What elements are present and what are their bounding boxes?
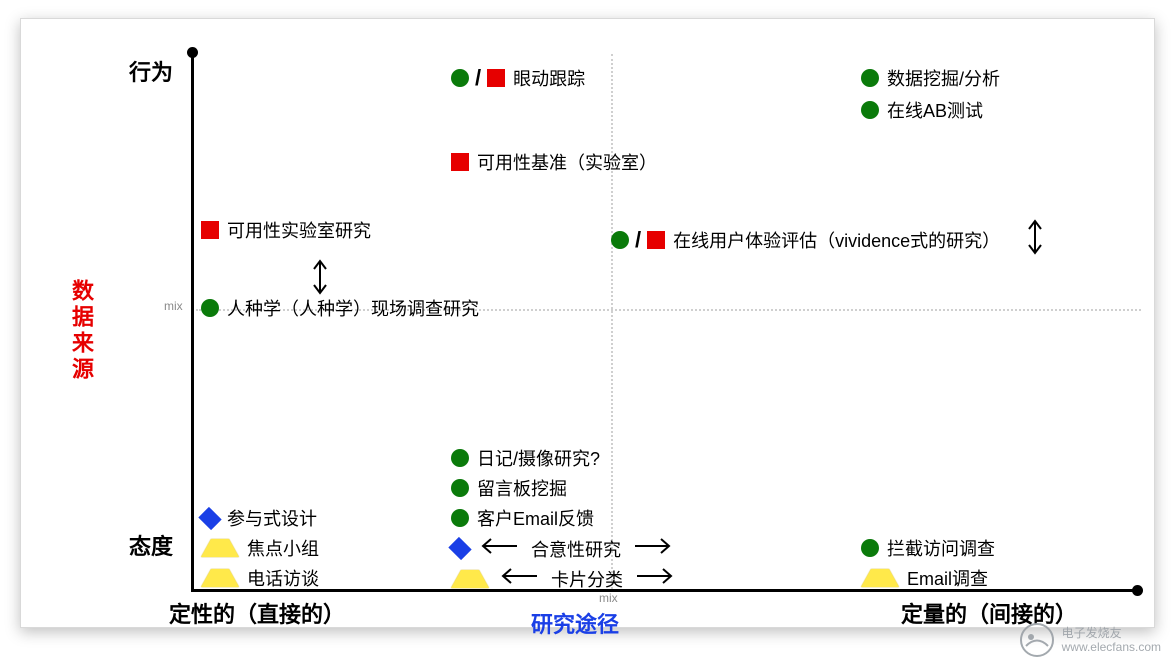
marker-circle-icon bbox=[861, 101, 879, 119]
marker-triangle-icon bbox=[201, 539, 239, 557]
watermark-icon bbox=[1020, 623, 1054, 657]
marker-square-icon bbox=[647, 231, 665, 249]
diagram-card: mix mix 行为 态度 数据来源 定性的（直接的） 研究途径 定量的（间接的… bbox=[20, 18, 1155, 628]
method-label: 在线用户体验评估（vividence式的研究） bbox=[673, 227, 1000, 253]
marker-diamond-icon bbox=[198, 506, 221, 529]
arrow-right-icon bbox=[629, 535, 675, 562]
axis-y-bottom-label: 态度 bbox=[129, 529, 173, 561]
method-data-mining: 数据挖掘/分析 bbox=[861, 65, 1000, 91]
method-label: 数据挖掘/分析 bbox=[887, 65, 1000, 91]
watermark-brand: 电子发烧友 bbox=[1062, 626, 1161, 640]
marker-slash: / bbox=[475, 69, 481, 87]
arrow-left-icon bbox=[477, 535, 523, 562]
marker-circle-icon bbox=[611, 231, 629, 249]
method-label: 拦截访问调查 bbox=[887, 535, 995, 561]
method-label: 眼动跟踪 bbox=[513, 65, 585, 91]
method-label: 日记/摄像研究? bbox=[477, 445, 600, 471]
method-label: 在线AB测试 bbox=[887, 97, 983, 123]
method-ethnography: 人种学（人种学）现场调查研究 bbox=[201, 295, 479, 321]
axis-y-title: 数据来源 bbox=[65, 279, 97, 383]
mix-label-y: mix bbox=[164, 299, 183, 313]
method-intercept: 拦截访问调查 bbox=[861, 535, 995, 561]
marker-diamond-icon bbox=[448, 537, 471, 560]
method-diary-cam: 日记/摄像研究? bbox=[451, 445, 600, 471]
method-label: 可用性实验室研究 bbox=[227, 217, 371, 243]
method-participatory: 参与式设计 bbox=[201, 505, 317, 531]
marker-circle-icon bbox=[201, 299, 219, 317]
method-ab-test: 在线AB测试 bbox=[861, 97, 983, 123]
method-eye-tracking: / 眼动跟踪 bbox=[451, 65, 585, 91]
watermark: 电子发烧友 www.elecfans.com bbox=[1020, 623, 1161, 657]
marker-square-icon bbox=[487, 69, 505, 87]
arrow-right-icon bbox=[631, 565, 677, 592]
marker-circle-icon bbox=[861, 69, 879, 87]
method-online-ux-eval: / 在线用户体验评估（vividence式的研究） bbox=[611, 217, 1044, 262]
method-usability-bench: 可用性基准（实验室） bbox=[451, 149, 657, 175]
method-usability-lab: 可用性实验室研究 bbox=[201, 217, 371, 243]
method-phone-interview: 电话访谈 bbox=[201, 565, 319, 591]
method-desirability: 合意性研究 bbox=[451, 535, 675, 562]
method-label: 参与式设计 bbox=[227, 505, 317, 531]
axis-x-left-label: 定性的（直接的） bbox=[169, 597, 345, 629]
method-forum-mining: 留言板挖掘 bbox=[451, 475, 567, 501]
watermark-url: www.elecfans.com bbox=[1062, 640, 1161, 654]
axis-y-top-label: 行为 bbox=[129, 55, 173, 87]
method-label: 客户Email反馈 bbox=[477, 505, 594, 531]
marker-square-icon bbox=[201, 221, 219, 239]
marker-circle-icon bbox=[861, 539, 879, 557]
marker-triangle-icon bbox=[451, 570, 489, 588]
method-label: 焦点小组 bbox=[247, 535, 319, 561]
marker-square-icon bbox=[451, 153, 469, 171]
method-email-feedback: 客户Email反馈 bbox=[451, 505, 594, 531]
marker-circle-icon bbox=[451, 479, 469, 497]
method-label: Email调查 bbox=[907, 565, 988, 591]
method-label: 留言板挖掘 bbox=[477, 475, 567, 501]
marker-circle-icon bbox=[451, 509, 469, 527]
method-card-sort: 卡片分类 bbox=[451, 565, 677, 592]
method-label: 电话访谈 bbox=[247, 565, 319, 591]
marker-circle-icon bbox=[451, 449, 469, 467]
method-email-survey: Email调查 bbox=[861, 565, 988, 591]
marker-circle-icon bbox=[451, 69, 469, 87]
updown-arrow-icon bbox=[311, 257, 329, 302]
mix-label-x: mix bbox=[599, 591, 618, 605]
mix-line-vertical bbox=[611, 54, 613, 589]
method-label: 合意性研究 bbox=[531, 536, 621, 562]
method-focus-group: 焦点小组 bbox=[201, 535, 319, 561]
method-label: 卡片分类 bbox=[551, 566, 623, 592]
method-label: 人种学（人种学）现场调查研究 bbox=[227, 295, 479, 321]
axis-x-title: 研究途径 bbox=[531, 607, 619, 639]
marker-triangle-icon bbox=[201, 569, 239, 587]
method-label: 可用性基准（实验室） bbox=[477, 149, 657, 175]
updown-arrow-icon bbox=[1026, 217, 1044, 262]
marker-triangle-icon bbox=[861, 569, 899, 587]
stage: mix mix 行为 态度 数据来源 定性的（直接的） 研究途径 定量的（间接的… bbox=[0, 0, 1175, 665]
marker-slash: / bbox=[635, 231, 641, 249]
axis-y bbox=[191, 49, 194, 589]
arrow-left-icon bbox=[497, 565, 543, 592]
